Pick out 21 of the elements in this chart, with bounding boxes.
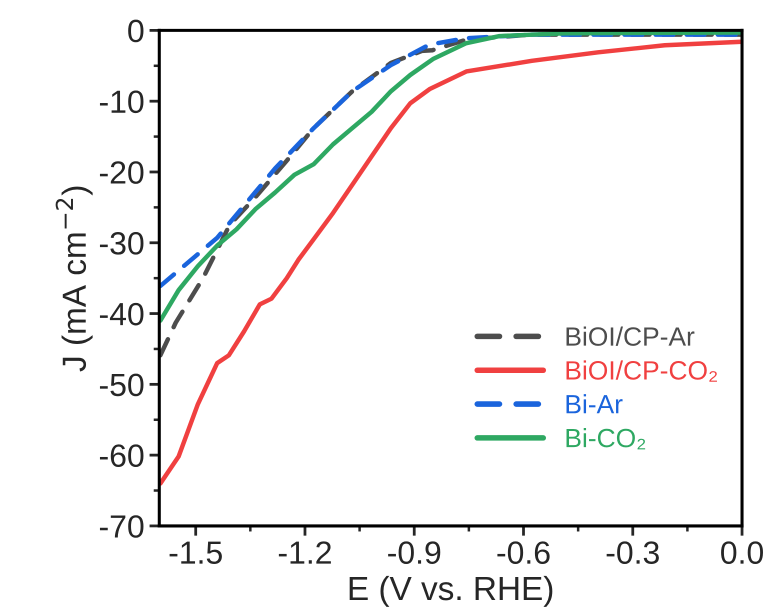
x-tick-label: -1.2: [278, 541, 331, 564]
line-series: [159, 40, 742, 486]
y-tick-label: 0: [128, 20, 144, 42]
legend-label: Bi-CO₂: [566, 428, 646, 450]
x-axis-title: E (V vs. RHE): [350, 576, 552, 607]
y-tick-label: -20: [100, 161, 144, 184]
y-tick-label: -50: [100, 374, 144, 396]
x-tick-label: -1.5: [170, 542, 222, 564]
x-tick-label: 0.0: [721, 541, 763, 564]
x-tick-label: -0.6: [497, 541, 550, 564]
y-tick-label: -30: [100, 232, 144, 255]
x-tick-label: -0.9: [388, 541, 440, 564]
x-tick-label: -0.3: [606, 541, 659, 564]
y-axis-title: J (mA cm$^{−2}$): [56, 186, 93, 372]
y-tick-label: -70: [100, 515, 144, 538]
legend-label: BiOI/CP-Ar: [566, 326, 694, 346]
y-tick-label: -40: [100, 302, 144, 326]
legend-label: Bi-Ar: [566, 394, 623, 414]
y-tick-label: -10: [100, 90, 144, 114]
y-tick-label: -60: [100, 444, 144, 468]
legend-label: BiOI/CP-CO₂: [566, 360, 717, 382]
